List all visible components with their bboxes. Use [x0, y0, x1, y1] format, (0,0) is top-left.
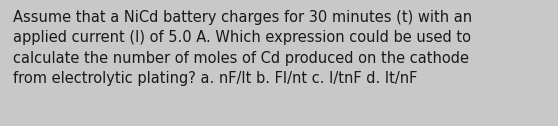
Text: Assume that a NiCd battery charges for 30 minutes (t) with an
applied current (I: Assume that a NiCd battery charges for 3…: [13, 10, 472, 86]
